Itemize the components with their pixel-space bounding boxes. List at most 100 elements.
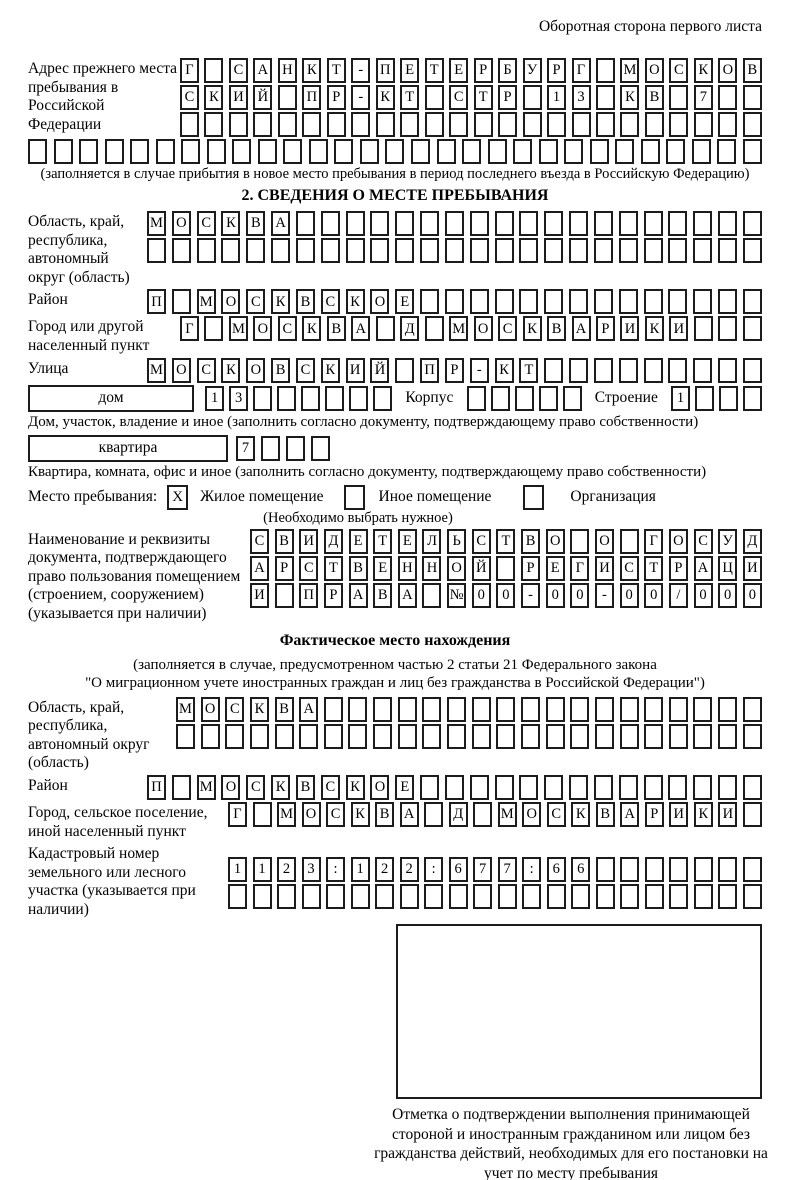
form-cell[interactable]: В bbox=[521, 528, 541, 554]
form-cell[interactable] bbox=[742, 238, 762, 263]
form-cell[interactable]: 2 bbox=[399, 857, 419, 883]
form-cell[interactable] bbox=[308, 139, 328, 164]
form-cell[interactable]: Е bbox=[400, 58, 420, 83]
form-cell[interactable]: 7 bbox=[473, 857, 493, 883]
form-cell[interactable]: М bbox=[228, 316, 248, 342]
form-cell[interactable] bbox=[496, 555, 516, 581]
form-cell[interactable]: - bbox=[351, 58, 371, 83]
form-cell[interactable]: 0 bbox=[742, 582, 762, 608]
form-cell[interactable]: А bbox=[250, 555, 269, 581]
form-cell[interactable]: Р bbox=[547, 58, 567, 83]
form-cell[interactable]: К bbox=[345, 289, 365, 315]
form-cell[interactable] bbox=[693, 774, 713, 800]
form-cell[interactable] bbox=[742, 884, 762, 910]
form-cell[interactable]: - bbox=[594, 582, 614, 608]
form-cell[interactable] bbox=[395, 357, 415, 383]
form-cell[interactable]: Г bbox=[571, 58, 591, 83]
form-cell[interactable] bbox=[669, 85, 689, 110]
form-cell[interactable] bbox=[424, 884, 444, 910]
form-cell[interactable]: В bbox=[742, 58, 762, 83]
form-cell[interactable] bbox=[643, 211, 663, 236]
form-cell[interactable]: О bbox=[447, 555, 467, 581]
form-cell[interactable]: Р bbox=[498, 85, 518, 110]
form-cell[interactable]: 3 bbox=[571, 85, 591, 110]
form-cell[interactable]: 6 bbox=[571, 857, 591, 883]
form-cell[interactable] bbox=[295, 211, 315, 236]
form-cell[interactable] bbox=[669, 884, 689, 910]
form-cell[interactable]: О bbox=[473, 316, 493, 342]
form-cell[interactable] bbox=[571, 884, 591, 910]
form-cell[interactable] bbox=[742, 211, 762, 236]
form-cell[interactable] bbox=[302, 112, 322, 137]
form-cell[interactable] bbox=[718, 211, 738, 236]
form-cell[interactable]: В bbox=[547, 316, 567, 342]
form-cell[interactable]: / bbox=[668, 582, 688, 608]
form-cell[interactable]: О bbox=[221, 289, 241, 315]
form-cell[interactable] bbox=[397, 696, 417, 722]
form-cell[interactable] bbox=[569, 774, 589, 800]
form-cell[interactable]: С bbox=[299, 555, 319, 581]
form-cell[interactable]: К bbox=[350, 801, 370, 827]
form-cell[interactable] bbox=[370, 238, 390, 263]
form-cell[interactable]: 7 bbox=[236, 435, 255, 461]
form-cell[interactable] bbox=[323, 696, 343, 722]
form-cell[interactable]: В bbox=[271, 357, 291, 383]
form-cell[interactable] bbox=[570, 696, 590, 722]
form-cell[interactable] bbox=[514, 385, 534, 411]
form-cell[interactable] bbox=[249, 723, 269, 749]
form-cell[interactable] bbox=[295, 238, 315, 263]
form-cell[interactable]: П bbox=[302, 85, 322, 110]
form-cell[interactable]: О bbox=[171, 357, 191, 383]
form-cell[interactable]: О bbox=[718, 58, 738, 83]
form-cell[interactable]: С bbox=[498, 316, 518, 342]
form-cell[interactable] bbox=[693, 316, 713, 342]
form-cell[interactable] bbox=[519, 289, 539, 315]
form-cell[interactable]: С bbox=[471, 528, 491, 554]
form-cell[interactable] bbox=[28, 139, 47, 164]
form-cell[interactable] bbox=[473, 112, 493, 137]
form-cell[interactable]: В bbox=[274, 528, 294, 554]
form-cell[interactable] bbox=[718, 112, 738, 137]
form-cell[interactable] bbox=[444, 774, 464, 800]
form-cell[interactable] bbox=[718, 884, 738, 910]
form-cell[interactable] bbox=[520, 723, 540, 749]
form-cell[interactable] bbox=[620, 857, 640, 883]
form-cell[interactable] bbox=[618, 211, 638, 236]
form-cell[interactable] bbox=[252, 801, 272, 827]
form-cell[interactable] bbox=[522, 884, 542, 910]
form-cell[interactable]: М bbox=[176, 696, 195, 722]
form-cell[interactable] bbox=[519, 211, 539, 236]
form-cell[interactable]: 0 bbox=[471, 582, 491, 608]
form-cell[interactable]: Н bbox=[422, 555, 442, 581]
form-cell[interactable]: Д bbox=[323, 528, 343, 554]
form-cell[interactable]: Р bbox=[326, 85, 346, 110]
form-cell[interactable]: Е bbox=[449, 58, 469, 83]
form-cell[interactable]: 7 bbox=[497, 857, 517, 883]
form-cell[interactable] bbox=[53, 139, 73, 164]
form-cell[interactable]: К bbox=[302, 58, 322, 83]
form-cell[interactable] bbox=[644, 857, 664, 883]
form-cell[interactable] bbox=[519, 774, 539, 800]
form-cell[interactable] bbox=[350, 884, 370, 910]
form-cell[interactable]: С bbox=[277, 316, 297, 342]
form-cell[interactable]: 6 bbox=[546, 857, 566, 883]
stay-type-checkbox-organization[interactable] bbox=[523, 484, 545, 510]
form-cell[interactable]: С bbox=[196, 211, 216, 236]
form-cell[interactable] bbox=[277, 385, 297, 411]
form-cell[interactable]: Й bbox=[253, 85, 273, 110]
form-cell[interactable]: 1 bbox=[671, 385, 690, 411]
form-cell[interactable] bbox=[643, 357, 663, 383]
form-cell[interactable]: 2 bbox=[375, 857, 395, 883]
form-cell[interactable]: К bbox=[693, 58, 713, 83]
form-cell[interactable] bbox=[375, 884, 395, 910]
form-cell[interactable] bbox=[424, 85, 444, 110]
form-cell[interactable] bbox=[334, 139, 354, 164]
form-cell[interactable] bbox=[171, 289, 191, 315]
form-cell[interactable]: М bbox=[620, 58, 640, 83]
form-cell[interactable] bbox=[422, 723, 442, 749]
form-cell[interactable] bbox=[546, 884, 566, 910]
form-cell[interactable]: - bbox=[469, 357, 489, 383]
form-cell[interactable] bbox=[569, 357, 589, 383]
form-cell[interactable]: А bbox=[299, 696, 319, 722]
form-cell[interactable] bbox=[593, 357, 613, 383]
